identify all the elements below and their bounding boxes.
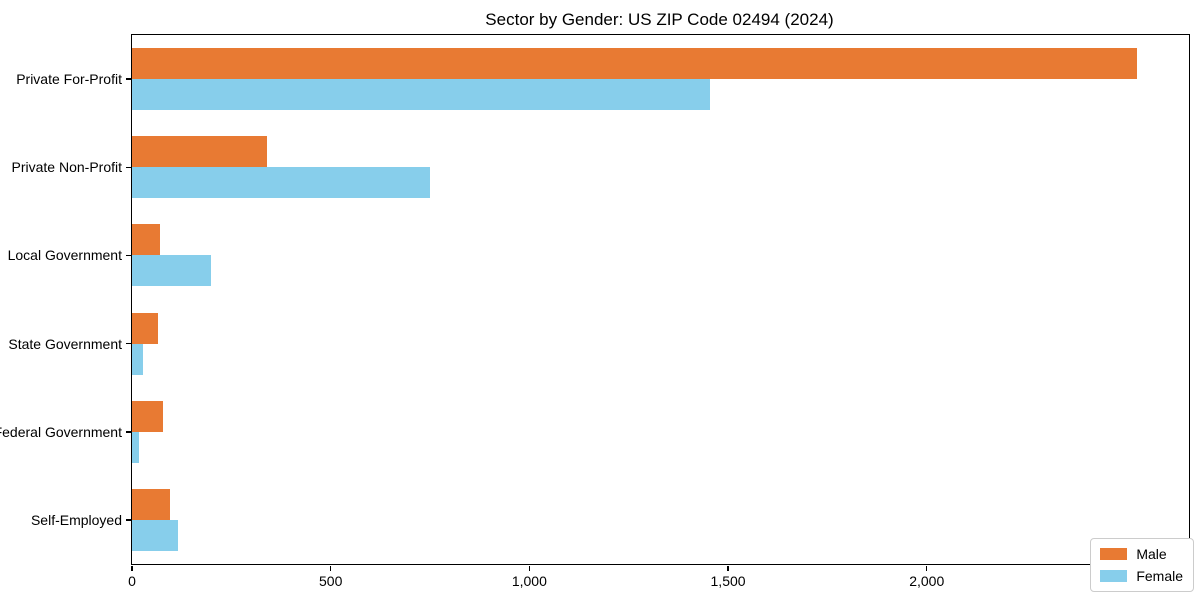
bar-female-2 <box>132 255 212 287</box>
legend: Male Female <box>1090 538 1194 592</box>
bar-female-5 <box>132 519 179 551</box>
legend-label-female: Female <box>1136 568 1183 584</box>
legend-item-male: Male <box>1100 546 1183 562</box>
male-color-swatch <box>1100 548 1128 560</box>
bar-female-1 <box>132 167 431 199</box>
bar-male-2 <box>132 224 160 256</box>
x-tick-mark-3 <box>727 565 729 571</box>
bar-female-3 <box>132 343 144 375</box>
legend-label-male: Male <box>1136 546 1167 562</box>
x-tick-label-1: 500 <box>318 573 343 589</box>
y-tick-mark-3 <box>125 342 131 345</box>
female-color-swatch <box>1100 570 1128 582</box>
x-tick-mark-0 <box>131 565 133 571</box>
y-tick-label-1: Private Non-Profit <box>11 159 122 176</box>
x-tick-mark-4 <box>925 565 928 571</box>
bar-female-0 <box>132 79 711 111</box>
y-tick-mark-5 <box>125 519 131 521</box>
bar-male-5 <box>132 488 171 520</box>
bar-male-3 <box>132 312 158 344</box>
y-tick-label-4: Federal Government <box>0 423 122 440</box>
x-tick-label-0: 0 <box>128 573 136 589</box>
bar-male-4 <box>132 400 163 432</box>
y-tick-mark-1 <box>125 166 131 168</box>
chart-title: Sector by Gender: US ZIP Code 02494 (202… <box>485 10 834 29</box>
legend-item-female: Female <box>1100 568 1183 584</box>
x-tick-label-3: 1,500 <box>710 573 746 589</box>
bar-male-0 <box>132 48 1138 80</box>
y-tick-label-0: Private For-Profit <box>16 71 122 88</box>
y-tick-mark-4 <box>125 431 131 433</box>
x-tick-label-4: 2,000 <box>909 573 945 589</box>
y-tick-mark-2 <box>125 254 131 257</box>
plot-area: Private For-Profit Private Non-Profit Loca… <box>0 34 1190 589</box>
y-tick-label-5: Self-Employed <box>30 511 122 528</box>
bar-male-1 <box>132 136 268 168</box>
x-tick-mark-2 <box>528 565 531 571</box>
y-tick-label-3: State Government <box>8 335 122 352</box>
x-tick-label-2: 1,000 <box>511 573 547 589</box>
y-tick-mark-0 <box>125 78 131 80</box>
bar-female-4 <box>132 431 140 463</box>
x-tick-mark-1 <box>329 565 332 571</box>
y-tick-label-2: Local Government <box>7 247 122 264</box>
